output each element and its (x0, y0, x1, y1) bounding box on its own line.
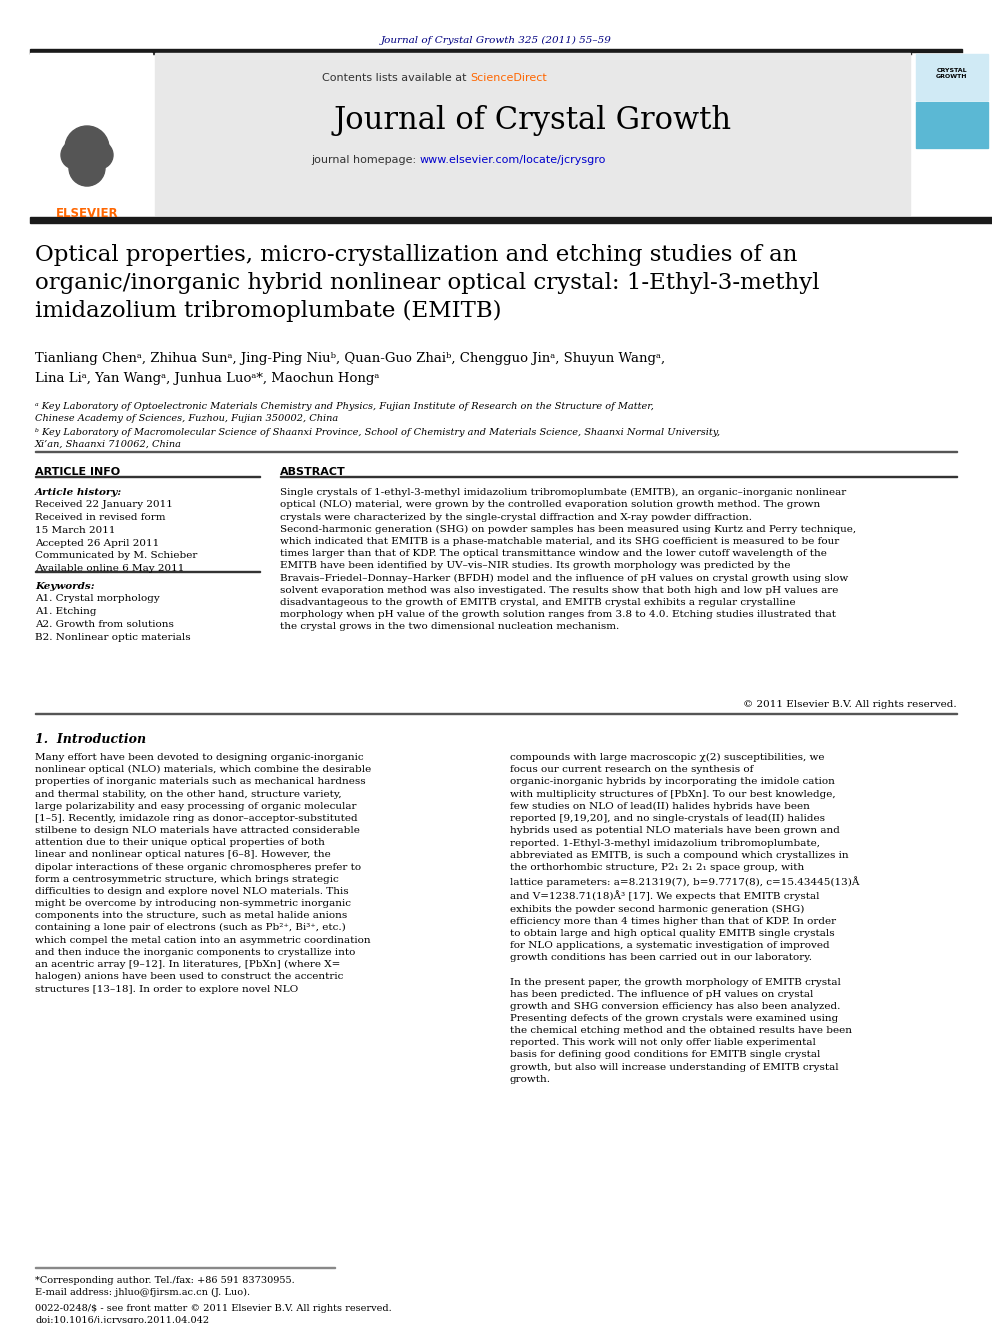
Circle shape (65, 126, 109, 169)
Text: ᵇ Key Laboratory of Macromolecular Science of Shaanxi Province, School of Chemis: ᵇ Key Laboratory of Macromolecular Scien… (35, 429, 720, 448)
Bar (912, 53, 992, 216)
Text: Single crystals of 1-ethyl-3-methyl imidazolium tribromoplumbate (EMITB), an org: Single crystals of 1-ethyl-3-methyl imid… (280, 488, 856, 631)
Bar (30, 217, 992, 224)
Text: A1. Crystal morphology
A1. Etching
A2. Growth from solutions
B2. Nonlinear optic: A1. Crystal morphology A1. Etching A2. G… (35, 594, 190, 642)
Circle shape (85, 142, 113, 169)
Text: ARTICLE INFO: ARTICLE INFO (35, 467, 120, 478)
Text: Journal of Crystal Growth: Journal of Crystal Growth (334, 105, 732, 136)
Text: journal homepage:: journal homepage: (311, 155, 420, 165)
Text: ᵃ Key Laboratory of Optoelectronic Materials Chemistry and Physics, Fujian Insti: ᵃ Key Laboratory of Optoelectronic Mater… (35, 402, 654, 423)
Text: Contents lists available at: Contents lists available at (322, 73, 470, 83)
Text: GROWTH: GROWTH (936, 74, 968, 79)
Text: Tianliang Chenᵃ, Zhihua Sunᵃ, Jing-Ping Niuᵇ, Quan-Guo Zhaiᵇ, Chengguo Jinᵃ, Shu: Tianliang Chenᵃ, Zhihua Sunᵃ, Jing-Ping … (35, 352, 665, 365)
Text: www.elsevier.com/locate/jcrysgro: www.elsevier.com/locate/jcrysgro (420, 155, 606, 165)
Text: CRYSTAL: CRYSTAL (936, 67, 967, 73)
Text: Received 22 January 2011
Received in revised form
15 March 2011
Accepted 26 Apri: Received 22 January 2011 Received in rev… (35, 500, 197, 573)
Circle shape (61, 142, 89, 169)
Bar (916, 102, 988, 148)
Text: Article history:: Article history: (35, 488, 122, 497)
Text: Lina Liᵃ, Yan Wangᵃ, Junhua Luoᵃ*, Maochun Hongᵃ: Lina Liᵃ, Yan Wangᵃ, Junhua Luoᵃ*, Maoch… (35, 372, 379, 385)
Bar (84, 160, 90, 185)
Text: *Corresponding author. Tel./fax: +86 591 83730955.
E-mail address: jhluo@fjirsm.: *Corresponding author. Tel./fax: +86 591… (35, 1275, 295, 1298)
Bar (916, 54, 988, 101)
Text: Many effort have been devoted to designing organic-inorganic
nonlinear optical (: Many effort have been devoted to designi… (35, 753, 371, 994)
Bar (916, 149, 988, 216)
Text: ELSEVIER: ELSEVIER (56, 206, 118, 220)
Text: 1.  Introduction: 1. Introduction (35, 733, 146, 746)
Text: compounds with large macroscopic χ(2) susceptibilities, we
focus our current res: compounds with large macroscopic χ(2) su… (510, 753, 859, 1095)
Text: Journal of Crystal Growth 325 (2011) 55–59: Journal of Crystal Growth 325 (2011) 55–… (381, 36, 611, 45)
Text: Keywords:: Keywords: (35, 582, 94, 591)
Text: ABSTRACT: ABSTRACT (280, 467, 346, 478)
Circle shape (69, 149, 105, 187)
Text: © 2011 Elsevier B.V. All rights reserved.: © 2011 Elsevier B.V. All rights reserved… (743, 700, 957, 709)
Text: 0022-0248/$ - see front matter © 2011 Elsevier B.V. All rights reserved.
doi:10.: 0022-0248/$ - see front matter © 2011 El… (35, 1304, 392, 1323)
Text: Optical properties, micro-crystallization and etching studies of an
organic/inor: Optical properties, micro-crystallizatio… (35, 243, 819, 321)
Text: ScienceDirect: ScienceDirect (470, 73, 547, 83)
Bar (30, 53, 152, 216)
Bar (30, 49, 962, 54)
Bar (155, 53, 910, 216)
